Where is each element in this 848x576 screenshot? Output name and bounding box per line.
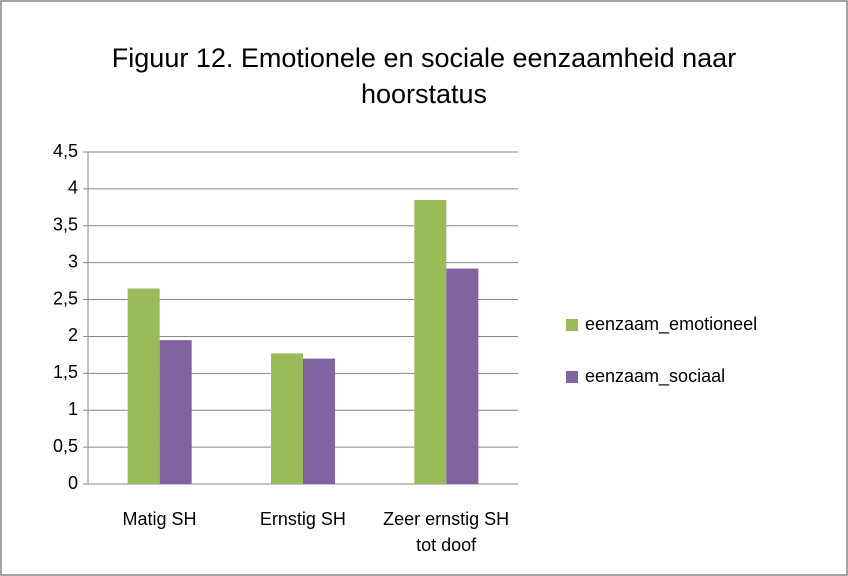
legend-label: eenzaam_emotioneel: [585, 314, 757, 335]
x-tick-label: Matig SH: [122, 509, 197, 529]
y-tick-label: 4: [68, 178, 78, 198]
y-tick-label: 0,5: [53, 436, 78, 456]
legend-swatch: [566, 371, 578, 383]
bar: [446, 268, 479, 484]
chart-title: Figuur 12. Emotionele en sociale eenzaam…: [111, 43, 737, 109]
y-tick-label: 2: [68, 325, 78, 345]
bar: [127, 288, 160, 484]
y-tick-label: 1: [68, 399, 78, 419]
bar: [414, 199, 447, 484]
y-tick-label: 2,5: [53, 288, 78, 308]
y-tick-label: 1,5: [53, 362, 78, 382]
x-tick-label: Ernstig SH: [259, 509, 346, 529]
y-tick-label: 0: [68, 473, 78, 493]
legend-swatch: [566, 319, 578, 331]
bar: [271, 353, 303, 484]
y-tick-label: 3: [68, 251, 78, 271]
legend-label: eenzaam_sociaal: [585, 366, 725, 387]
y-tick-label: 3,5: [53, 215, 78, 235]
y-tick-label: 4,5: [53, 141, 78, 161]
bar: [159, 340, 192, 484]
x-tick-label: Zeer ernstig SH tot doof: [383, 509, 510, 555]
bar: [303, 358, 335, 484]
